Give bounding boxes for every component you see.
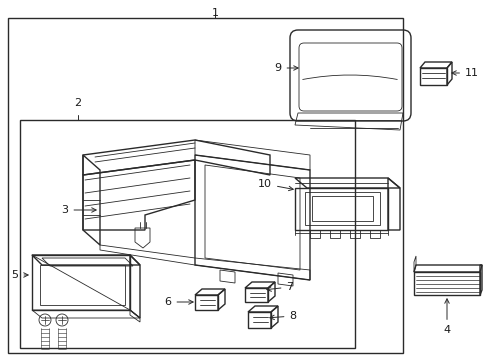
Text: 10: 10 [258,179,293,191]
Text: 5: 5 [12,270,28,280]
Text: 9: 9 [274,63,298,73]
Text: 3: 3 [61,205,96,215]
Text: 1: 1 [211,8,218,18]
Bar [8,18,402,353]
Text: 4: 4 [443,299,449,335]
Text: 2: 2 [74,98,81,108]
Text: 8: 8 [269,311,296,321]
Bar [20,120,354,348]
Text: 7: 7 [266,282,293,292]
Text: 6: 6 [164,297,193,307]
Text: 11: 11 [451,68,478,78]
